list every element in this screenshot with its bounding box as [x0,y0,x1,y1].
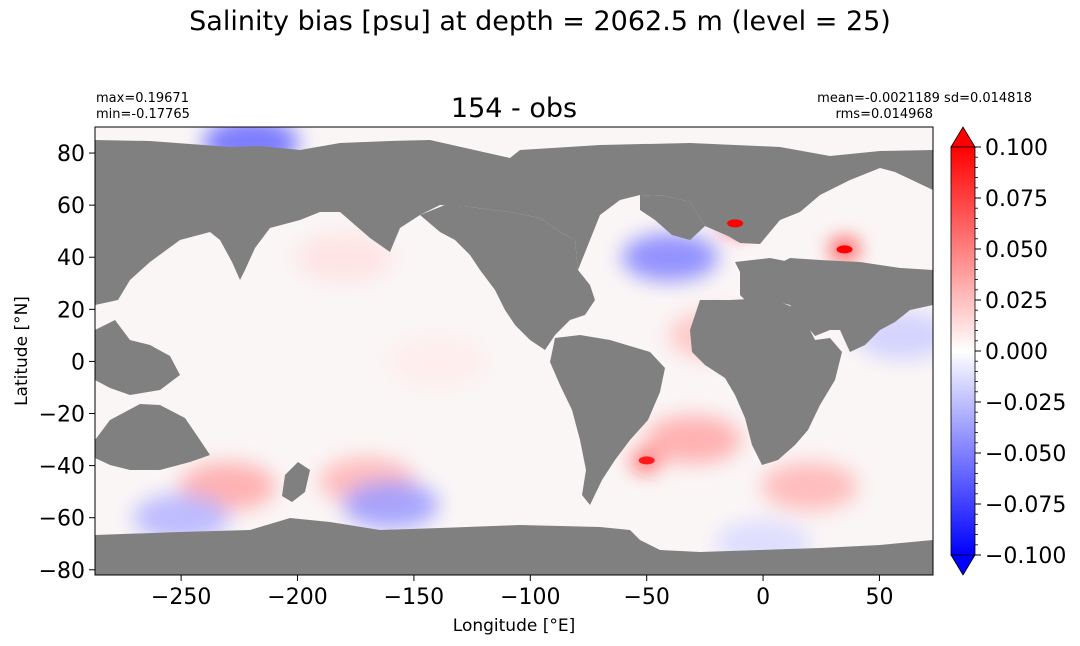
colorbar-tick-label: −0.050 [985,442,1066,467]
colorbar-extend-min [950,554,976,576]
stat-max: max=0.19671 [96,91,189,106]
colorbar: −0.100 −0.075 −0.050 −0.025 0.000 0.025 0.050 0… [950,126,1066,576]
y-tick-label: −40 [39,455,85,480]
bias-region [296,233,393,282]
bias-hotspot [727,219,744,228]
y-tick-label: 40 [57,246,85,271]
figure-suptitle: Salinity bias [psu] at depth = 2062.5 m … [189,6,891,37]
x-tick-label: −150 [384,585,444,610]
bias-hotspot [638,456,655,465]
x-tick-label: −50 [623,585,669,610]
colorbar-tick-label: −0.100 [985,544,1066,569]
bias-region [645,415,742,464]
stat-mean-sd: mean=-0.0021189 sd=0.014818 [817,91,1032,106]
y-tick-label: 0 [71,350,85,375]
bias-region [761,462,858,511]
y-axis-label: Latitude [°N] [12,296,32,406]
x-axis-label: Longitude [°E] [453,616,575,636]
colorbar-gradient [950,146,976,556]
x-axis: −250 −200 −150 −100 −50 0 50 [151,575,893,610]
bias-hotspot [836,245,853,254]
y-tick-label: −20 [39,403,85,428]
x-tick-label: −250 [151,585,211,610]
stat-rms: rms=0.014968 [835,107,933,122]
colorbar-extend-max [950,126,976,148]
y-tick-label: −60 [39,507,85,532]
bias-region [133,493,230,542]
x-tick-label: 50 [865,585,893,610]
y-tick-label: −80 [39,559,85,584]
land-mask [95,140,933,575]
bias-region [621,233,718,282]
bias-region [389,337,486,386]
colorbar-tick-label: −0.075 [985,493,1066,518]
colorbar-tick-label: 0.050 [985,238,1048,263]
colorbar-tick-label: 0.000 [985,340,1048,365]
plot-title: 154 - obs [450,93,578,124]
map-area [94,126,934,576]
x-tick-label: 0 [756,585,770,610]
plot-frame [94,126,934,576]
colorbar-tick-label: 0.075 [985,187,1048,212]
y-axis: −80 −60 −40 −20 0 20 40 60 80 [39,142,95,584]
stat-min: min=-0.17765 [96,107,190,122]
colorbar-tick-label: 0.100 [985,136,1048,161]
bias-region [342,480,439,529]
x-tick-label: −200 [267,585,327,610]
colorbar-tick-label: −0.025 [985,391,1066,416]
y-tick-label: 20 [57,298,85,323]
x-tick-label: −100 [500,585,560,610]
colorbar-tick-label: 0.025 [985,289,1048,314]
y-tick-label: 60 [57,194,85,219]
y-tick-label: 80 [57,142,85,167]
